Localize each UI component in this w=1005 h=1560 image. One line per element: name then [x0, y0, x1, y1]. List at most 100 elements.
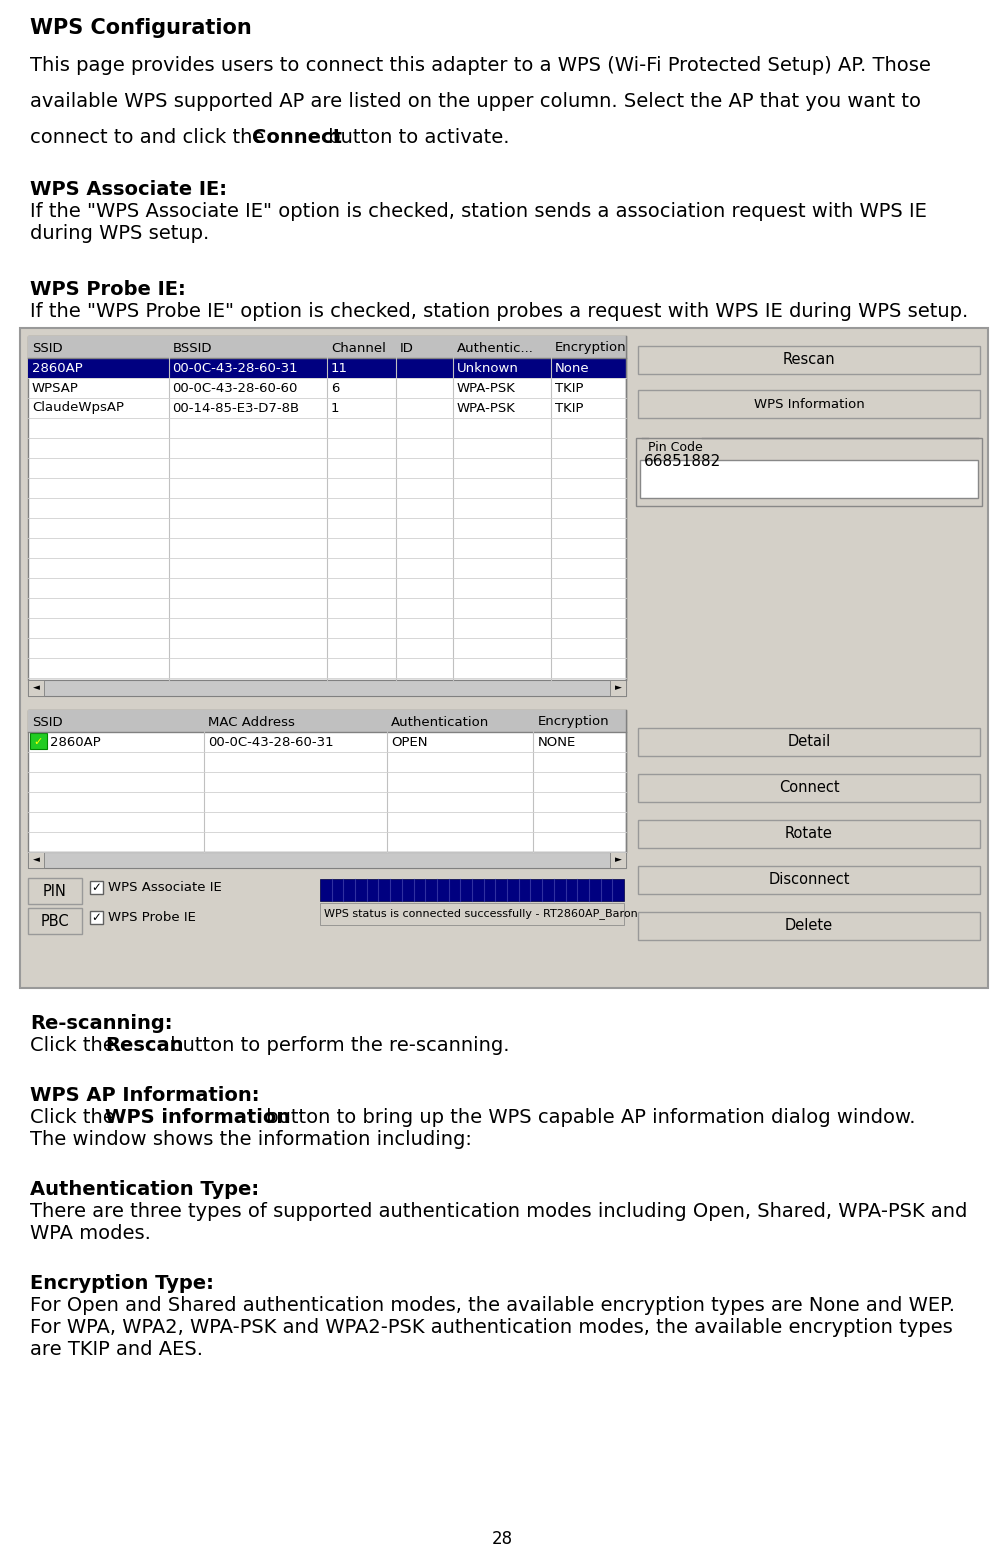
Text: ✓: ✓: [34, 736, 43, 747]
Text: TKIP: TKIP: [555, 382, 584, 395]
Text: 00-14-85-E3-D7-8B: 00-14-85-E3-D7-8B: [173, 401, 299, 415]
Bar: [640, 460, 978, 498]
Text: MAC Address: MAC Address: [208, 716, 295, 729]
Text: BSSID: BSSID: [173, 342, 212, 354]
Text: Rescan: Rescan: [105, 1036, 184, 1055]
Text: Authentic...: Authentic...: [456, 342, 534, 354]
Text: Authentication Type:: Authentication Type:: [30, 1179, 259, 1200]
Text: PIN: PIN: [43, 883, 67, 899]
Text: ✓: ✓: [91, 911, 102, 924]
Text: Delete: Delete: [785, 919, 833, 933]
Text: None: None: [555, 362, 590, 374]
Text: during WPS setup.: during WPS setup.: [30, 225, 209, 243]
Bar: [638, 346, 980, 374]
Text: WPS AP Information:: WPS AP Information:: [30, 1086, 259, 1104]
Bar: [28, 680, 44, 696]
Text: 66851882: 66851882: [644, 454, 722, 470]
Bar: [28, 852, 44, 867]
Text: ◄: ◄: [32, 855, 39, 864]
Text: ID: ID: [400, 342, 414, 354]
Text: Connect: Connect: [779, 780, 839, 796]
Bar: [638, 866, 980, 894]
Text: Encryption: Encryption: [538, 716, 609, 729]
Bar: [28, 357, 626, 378]
Text: ClaudeWpsAP: ClaudeWpsAP: [32, 401, 124, 415]
Bar: [90, 881, 103, 894]
Text: button to activate.: button to activate.: [322, 128, 510, 147]
Text: 28: 28: [491, 1530, 513, 1548]
Text: Detail: Detail: [787, 735, 830, 749]
Text: 11: 11: [331, 362, 348, 374]
Text: For WPA, WPA2, WPA-PSK and WPA2-PSK authentication modes, the available encrypti: For WPA, WPA2, WPA-PSK and WPA2-PSK auth…: [30, 1318, 953, 1337]
Bar: [28, 335, 626, 357]
Text: WPS status is connected successfully - RT2860AP_Baron: WPS status is connected successfully - R…: [324, 908, 638, 919]
Text: WPS information: WPS information: [105, 1108, 290, 1126]
Text: Rotate: Rotate: [785, 827, 833, 841]
Text: For Open and Shared authentication modes, the available encryption types are Non: For Open and Shared authentication modes…: [30, 1296, 955, 1315]
Text: ►: ►: [615, 855, 621, 864]
Text: If the "WPS Probe IE" option is checked, station probes a request with WPS IE du: If the "WPS Probe IE" option is checked,…: [30, 303, 968, 321]
Bar: [610, 680, 626, 696]
Text: button to bring up the WPS capable AP information dialog window.: button to bring up the WPS capable AP in…: [260, 1108, 916, 1126]
Text: Channel: Channel: [331, 342, 386, 354]
Bar: [638, 774, 980, 802]
Bar: [28, 908, 82, 934]
Text: SSID: SSID: [32, 716, 62, 729]
Text: NONE: NONE: [538, 735, 576, 749]
Text: 2860AP: 2860AP: [50, 735, 100, 749]
Text: SSID: SSID: [32, 342, 62, 354]
Text: Re-scanning:: Re-scanning:: [30, 1014, 173, 1033]
Text: WPS Probe IE:: WPS Probe IE:: [30, 279, 186, 300]
Bar: [28, 710, 626, 732]
Text: Pin Code: Pin Code: [648, 441, 702, 454]
Bar: [28, 680, 626, 696]
Text: WPS Information: WPS Information: [754, 398, 864, 410]
Text: If the "WPS Associate IE" option is checked, station sends a association request: If the "WPS Associate IE" option is chec…: [30, 201, 927, 222]
Bar: [320, 903, 624, 925]
Text: 00-0C-43-28-60-31: 00-0C-43-28-60-31: [208, 735, 334, 749]
Text: WPA-PSK: WPA-PSK: [456, 401, 516, 415]
Bar: [638, 390, 980, 418]
Text: available WPS supported AP are listed on the upper column. Select the AP that yo: available WPS supported AP are listed on…: [30, 92, 921, 111]
Text: 00-0C-43-28-60-60: 00-0C-43-28-60-60: [173, 382, 297, 395]
Bar: [28, 878, 82, 903]
Text: 1: 1: [331, 401, 340, 415]
Text: Unknown: Unknown: [456, 362, 519, 374]
Text: There are three types of supported authentication modes including Open, Shared, : There are three types of supported authe…: [30, 1203, 968, 1221]
Text: 6: 6: [331, 382, 340, 395]
Bar: [638, 821, 980, 849]
Bar: [28, 852, 626, 867]
Text: PBC: PBC: [40, 914, 69, 928]
Text: ◄: ◄: [32, 683, 39, 693]
Text: This page provides users to connect this adapter to a WPS (Wi-Fi Protected Setup: This page provides users to connect this…: [30, 56, 931, 75]
Text: button to perform the re-scanning.: button to perform the re-scanning.: [164, 1036, 510, 1055]
Text: TKIP: TKIP: [555, 401, 584, 415]
Text: OPEN: OPEN: [391, 735, 427, 749]
Text: ✓: ✓: [91, 881, 102, 894]
Text: The window shows the information including:: The window shows the information includi…: [30, 1129, 472, 1150]
Text: WPS Probe IE: WPS Probe IE: [108, 911, 196, 924]
Text: WPA modes.: WPA modes.: [30, 1225, 151, 1243]
Text: Click the: Click the: [30, 1036, 121, 1055]
Text: 2860AP: 2860AP: [32, 362, 82, 374]
Text: ►: ►: [615, 683, 621, 693]
Text: Disconnect: Disconnect: [768, 872, 850, 888]
Bar: [20, 328, 988, 987]
Text: Encryption Type:: Encryption Type:: [30, 1275, 214, 1293]
Bar: [90, 911, 103, 924]
Text: WPS Associate IE:: WPS Associate IE:: [30, 179, 227, 200]
Bar: [636, 438, 982, 505]
Bar: [610, 852, 626, 867]
Text: WPS Configuration: WPS Configuration: [30, 19, 251, 37]
Text: Encryption: Encryption: [555, 342, 627, 354]
Text: WPA-PSK: WPA-PSK: [456, 382, 516, 395]
Text: Rescan: Rescan: [783, 353, 835, 368]
Bar: [638, 913, 980, 941]
Text: Connect: Connect: [252, 128, 342, 147]
Text: Click the: Click the: [30, 1108, 121, 1126]
Bar: [320, 878, 624, 902]
Text: are TKIP and AES.: are TKIP and AES.: [30, 1340, 203, 1359]
Text: connect to and click the: connect to and click the: [30, 128, 270, 147]
Text: 00-0C-43-28-60-31: 00-0C-43-28-60-31: [173, 362, 298, 374]
Text: Authentication: Authentication: [391, 716, 489, 729]
